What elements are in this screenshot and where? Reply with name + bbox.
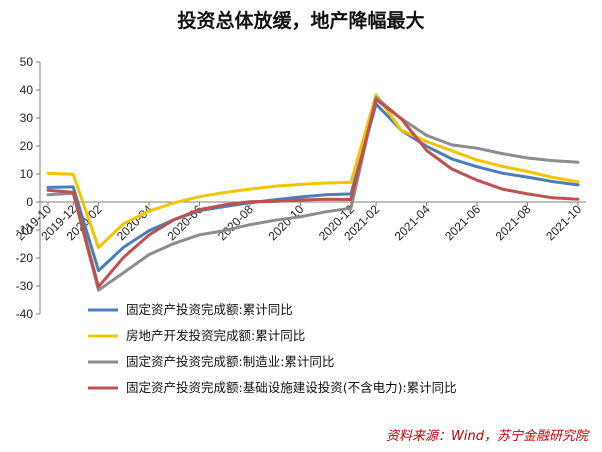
legend-label-1: 固定资产投资完成额:累计同比 — [126, 302, 293, 317]
y-tick-label: -10 — [16, 223, 34, 237]
x-tick-label: 2021-10 — [543, 202, 584, 243]
y-tick-label: 20 — [20, 139, 34, 153]
source-note: 资料来源：Wind，苏宁金融研究院 — [386, 429, 588, 444]
y-tick-label: 10 — [20, 167, 34, 181]
x-tick-label: 2021-06 — [442, 202, 483, 243]
series-line-1 — [46, 102, 580, 273]
x-tick-label: 2020-10 — [265, 202, 306, 243]
legend-label-3: 固定资产投资完成额:制造业:累计同比 — [126, 354, 334, 369]
legend-label-4: 固定资产投资完成额:基础设施建设投资(不含电力):累计同比 — [126, 380, 457, 395]
x-tick-label: 2021-08 — [493, 202, 534, 243]
y-tick-label: 30 — [20, 111, 34, 125]
y-tick-label: -20 — [16, 251, 34, 265]
y-tick-label: 0 — [26, 195, 33, 209]
y-tick-label: -40 — [16, 307, 34, 321]
series-line-2 — [46, 93, 580, 250]
y-tick-label: 40 — [20, 83, 34, 97]
y-tick-label: 50 — [20, 55, 34, 69]
x-tick-label: 2021-04 — [392, 202, 433, 243]
series-line-3 — [46, 96, 580, 292]
legend-label-2: 房地产开发投资完成额:累计同比 — [126, 328, 305, 343]
series-line-4 — [46, 98, 580, 289]
x-tick-label: 2020-04 — [114, 202, 155, 243]
y-tick-label: -30 — [16, 279, 34, 293]
chart-title: 投资总体放缓，地产降幅最大 — [177, 10, 425, 32]
